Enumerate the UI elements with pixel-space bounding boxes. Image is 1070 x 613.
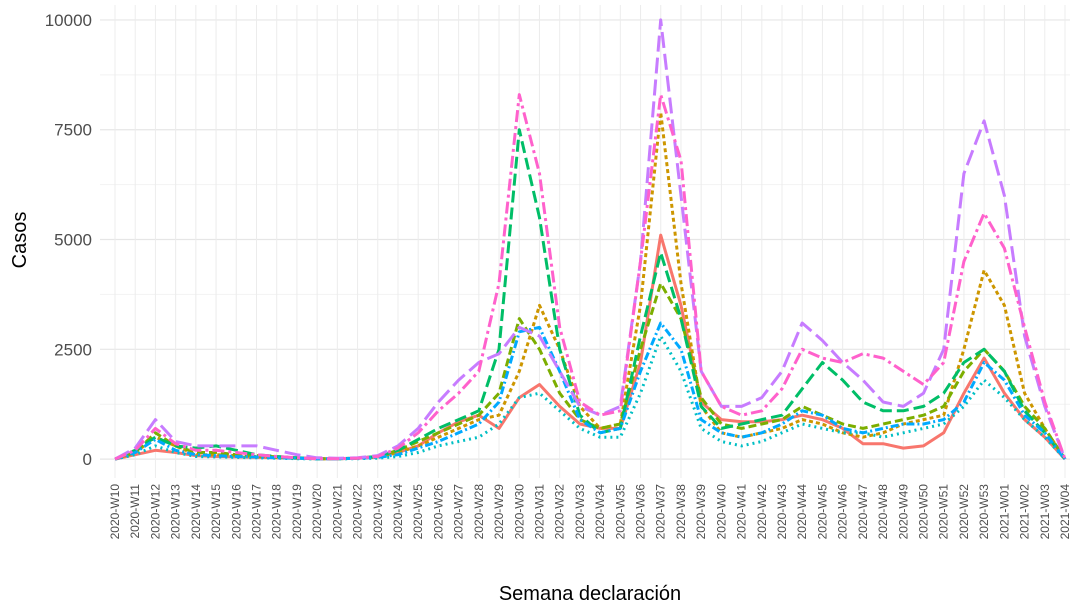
x-tick-label: 2020-W35 (613, 484, 627, 540)
x-tick-label: 2020-W16 (229, 484, 243, 540)
x-tick-label: 2020-W41 (735, 484, 749, 540)
x-tick-label: 2020-W51 (937, 484, 951, 540)
x-tick-label: 2020-W50 (917, 484, 931, 540)
x-tick-label: 2020-W22 (351, 484, 365, 540)
x-tick-label: 2020-W14 (189, 484, 203, 540)
x-tick-label: 2021-W03 (1038, 484, 1052, 540)
x-tick-label: 2020-W20 (310, 484, 324, 540)
series-line (114, 128, 1067, 461)
x-tick-label: 2020-W27 (452, 484, 466, 540)
x-tick-label: 2020-W38 (674, 484, 688, 540)
x-tick-label: 2020-W36 (634, 484, 648, 540)
y-tick-label: 0 (83, 450, 92, 469)
x-tick-label: 2020-W44 (795, 484, 809, 540)
x-tick-label: 2020-W37 (654, 484, 668, 540)
x-tick-label: 2020-W21 (330, 484, 344, 540)
series-line (114, 18, 1067, 461)
y-tick-label: 2500 (54, 340, 92, 359)
x-tick-label: 2021-W02 (1018, 484, 1032, 540)
x-tick-label: 2020-W13 (169, 484, 183, 540)
x-tick-label: 2020-W47 (856, 484, 870, 540)
x-tick-label: 2020-W28 (472, 484, 486, 540)
series-line (114, 93, 1067, 461)
x-tick-label: 2020-W40 (714, 484, 728, 540)
x-tick-label: 2021-W01 (997, 484, 1011, 540)
y-tick-label: 5000 (54, 231, 92, 250)
x-tick-label: 2020-W43 (775, 484, 789, 540)
x-tick-label: 2020-W17 (249, 484, 263, 540)
x-tick-label: 2020-W23 (371, 484, 385, 540)
x-tick-label: 2020-W26 (431, 484, 445, 540)
x-tick-label: 2020-W15 (209, 484, 223, 540)
x-tick-label: 2020-W46 (836, 484, 850, 540)
x-tick-label: 2020-W25 (411, 484, 425, 540)
series-line (114, 321, 1067, 461)
y-tick-label: 7500 (54, 121, 92, 140)
x-tick-label: 2020-W30 (512, 484, 526, 540)
x-tick-label: 2020-W45 (815, 484, 829, 540)
x-tick-label: 2020-W18 (270, 484, 284, 540)
x-tick-label: 2020-W12 (148, 484, 162, 540)
x-tick-label: 2020-W52 (957, 484, 971, 540)
x-tick-label: 2020-W42 (755, 484, 769, 540)
x-tick-label: 2020-W31 (532, 484, 546, 540)
y-tick-label: 10000 (45, 11, 92, 30)
x-tick-label: 2020-W10 (108, 484, 122, 540)
y-axis-title: Casos (9, 212, 31, 269)
x-tick-label: 2020-W49 (896, 484, 910, 540)
x-axis-title: Semana declaración (499, 583, 681, 605)
x-tick-label: 2020-W39 (694, 484, 708, 540)
x-tick-label: 2020-W29 (492, 484, 506, 540)
x-tick-label: 2020-W53 (977, 484, 991, 540)
plot-background (100, 5, 1070, 478)
x-tick-label: 2020-W24 (391, 484, 405, 540)
x-tick-label: 2020-W11 (128, 484, 142, 539)
x-tick-label: 2021-W04 (1058, 484, 1070, 540)
x-tick-label: 2020-W19 (290, 484, 304, 540)
x-tick-label: 2020-W48 (876, 484, 890, 540)
x-tick-label: 2020-W32 (553, 484, 567, 540)
x-tick-label: 2020-W33 (573, 484, 587, 540)
x-tick-label: 2020-W34 (593, 484, 607, 540)
